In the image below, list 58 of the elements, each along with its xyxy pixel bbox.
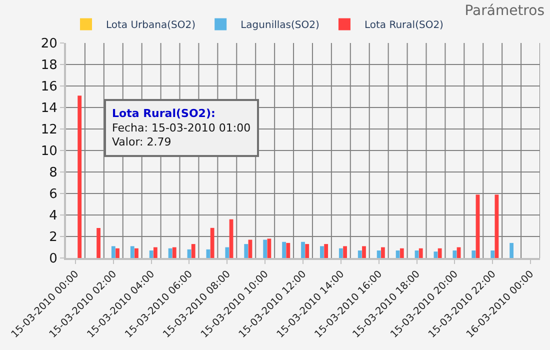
legend-label: Lota Rural(SO2) bbox=[364, 20, 444, 32]
bar bbox=[225, 247, 230, 258]
bar bbox=[490, 250, 495, 258]
y-tick-label: 0 bbox=[49, 252, 58, 267]
bar bbox=[338, 248, 343, 258]
annotation: Lota Rural(SO2): bbox=[112, 107, 216, 120]
bar bbox=[267, 238, 272, 258]
bar bbox=[343, 246, 347, 258]
bar bbox=[130, 246, 134, 258]
bar bbox=[286, 242, 290, 258]
y-tick-label: 10 bbox=[40, 144, 58, 160]
bar bbox=[472, 250, 476, 258]
bar bbox=[362, 246, 366, 258]
bar bbox=[324, 244, 328, 258]
y-tick-label: 8 bbox=[49, 166, 58, 181]
bar bbox=[248, 240, 252, 258]
bar bbox=[244, 244, 248, 258]
bar bbox=[301, 242, 305, 258]
bar bbox=[172, 247, 176, 258]
bar bbox=[358, 250, 362, 258]
bar bbox=[78, 96, 82, 258]
bar bbox=[153, 247, 158, 258]
y-tick-label: 12 bbox=[40, 122, 58, 138]
bar bbox=[191, 244, 196, 258]
y-tick-label: 18 bbox=[40, 58, 58, 74]
bar bbox=[376, 250, 381, 258]
bar bbox=[494, 194, 499, 258]
bar bbox=[396, 250, 400, 258]
bar bbox=[282, 242, 286, 258]
annotation: Fecha: 15-03-2010 01:00 bbox=[112, 121, 251, 134]
bar bbox=[414, 250, 419, 258]
annotation: Valor: 2.79 bbox=[112, 136, 172, 149]
bar bbox=[452, 250, 457, 258]
y-tick-label: 4 bbox=[49, 208, 58, 224]
bar bbox=[381, 247, 385, 258]
y-tick-label: 20 bbox=[40, 36, 58, 52]
y-tick-label: 14 bbox=[40, 101, 58, 116]
bar bbox=[134, 248, 138, 258]
bar bbox=[510, 242, 514, 258]
bar bbox=[418, 248, 423, 258]
bar bbox=[210, 228, 214, 258]
bar bbox=[96, 228, 100, 258]
bar bbox=[263, 240, 268, 258]
bar bbox=[320, 246, 324, 258]
y-tick-label: 2 bbox=[49, 230, 58, 246]
bar bbox=[116, 248, 120, 258]
legend-label: Lagunillas(SO2) bbox=[240, 20, 320, 32]
bar bbox=[111, 246, 116, 258]
bar bbox=[434, 252, 438, 258]
bar bbox=[438, 248, 442, 258]
y-tick-label: 6 bbox=[49, 187, 58, 202]
chart-title: Parámetros bbox=[464, 3, 544, 20]
bar bbox=[476, 194, 480, 258]
bar bbox=[400, 248, 404, 258]
bar bbox=[305, 244, 310, 258]
y-tick-label: 16 bbox=[40, 80, 58, 95]
legend-label: Lota Urbana(SO2) bbox=[106, 20, 196, 32]
bar bbox=[149, 250, 154, 258]
